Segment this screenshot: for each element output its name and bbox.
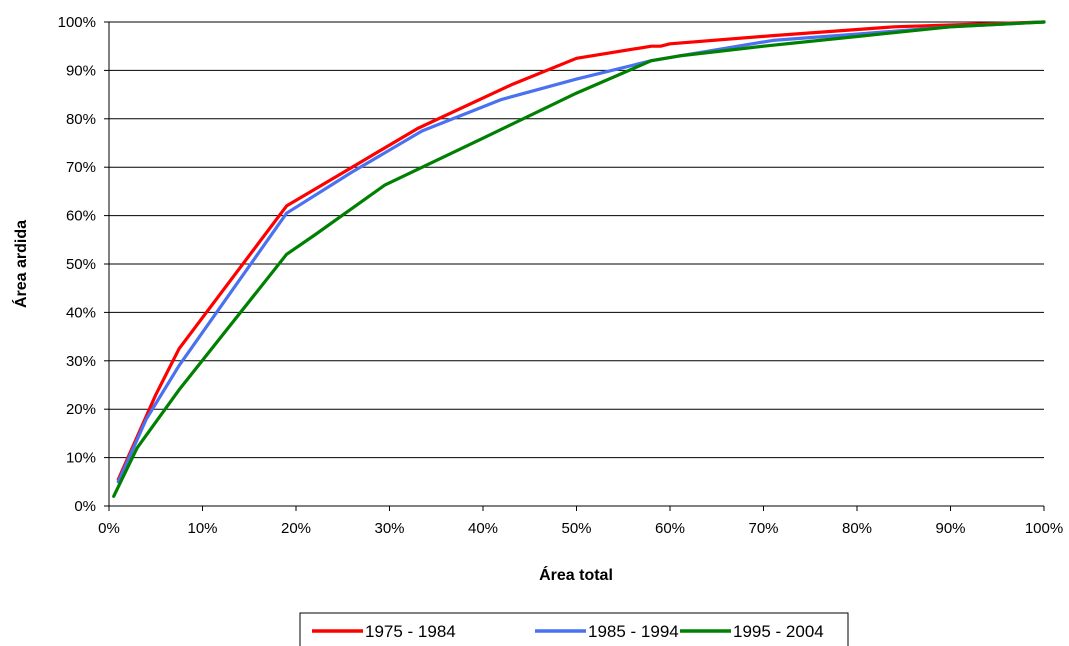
y-tick-label: 90% xyxy=(66,62,96,79)
x-axis-title: Área total xyxy=(539,565,613,584)
y-tick-labels: 0% 10% 20% 30% 40% 50% 60% 70% 80% 90% 100% xyxy=(58,14,96,515)
y-tick-label: 70% xyxy=(66,159,96,176)
x-tick-label: 80% xyxy=(842,520,872,537)
legend-label-1: 1975 - 1984 xyxy=(365,622,456,641)
x-tick-label: 40% xyxy=(468,520,498,537)
y-tick-label: 60% xyxy=(66,208,96,225)
x-tick-label: 0% xyxy=(98,520,120,537)
series-lines xyxy=(112,20,1046,498)
x-tick-labels: 0% 10% 20% 30% 40% 50% 60% 70% 80% 90% 100% xyxy=(98,520,1063,537)
x-tick-label: 30% xyxy=(374,520,404,537)
x-tick-label: 90% xyxy=(935,520,965,537)
y-tick-label: 100% xyxy=(58,14,96,31)
series-line-1 xyxy=(116,20,1046,481)
x-tick-label: 100% xyxy=(1025,520,1063,537)
x-tick-label: 60% xyxy=(655,520,685,537)
x-tick-label: 20% xyxy=(281,520,311,537)
x-tick-label: 50% xyxy=(561,520,591,537)
x-tick-label: 10% xyxy=(187,520,217,537)
legend: 1975 - 1984 1985 - 1994 1995 - 2004 xyxy=(299,612,849,646)
y-tick-label: 50% xyxy=(66,256,96,273)
gridlines xyxy=(109,21,1044,507)
y-tick-label: 0% xyxy=(74,498,96,515)
legend-label-3: 1995 - 2004 xyxy=(733,622,824,641)
series-line-3 xyxy=(112,20,1046,498)
x-tick-label: 70% xyxy=(748,520,778,537)
y-axis-title: Área ardida xyxy=(11,220,30,308)
legend-label-2: 1985 - 1994 xyxy=(588,622,679,641)
y-tick-label: 10% xyxy=(66,450,96,467)
y-tick-label: 30% xyxy=(66,353,96,370)
y-tick-label: 40% xyxy=(66,304,96,321)
series-line-2 xyxy=(116,20,1046,484)
y-tick-label: 80% xyxy=(66,111,96,128)
axes xyxy=(104,21,1045,511)
y-tick-label: 20% xyxy=(66,401,96,418)
